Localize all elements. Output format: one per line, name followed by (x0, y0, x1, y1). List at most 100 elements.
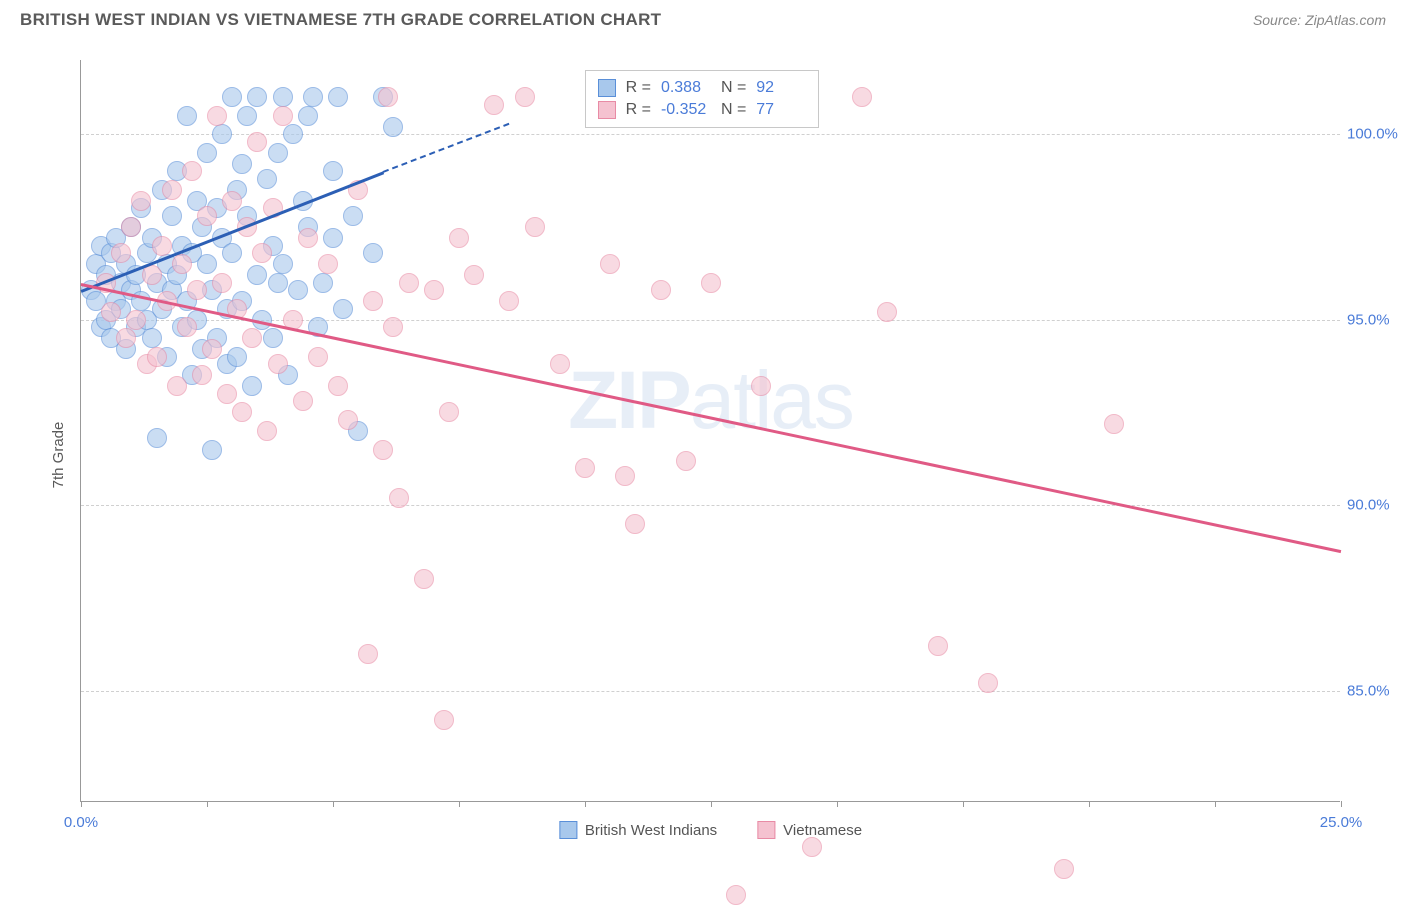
scatter-point (162, 206, 182, 226)
scatter-point (247, 87, 267, 107)
scatter-point (525, 217, 545, 237)
scatter-point (313, 273, 333, 293)
n-label: N = (721, 79, 746, 97)
scatter-point (197, 254, 217, 274)
scatter-point (449, 228, 469, 248)
scatter-point (464, 265, 484, 285)
scatter-point (273, 254, 293, 274)
scatter-point (197, 143, 217, 163)
r-value: -0.352 (661, 101, 711, 119)
scatter-point (298, 228, 318, 248)
plot-area: ZIPatlas 85.0%90.0%95.0%100.0%0.0%25.0%R… (80, 60, 1340, 802)
scatter-point (197, 206, 217, 226)
legend-swatch (559, 821, 577, 839)
scatter-point (126, 310, 146, 330)
x-tick (837, 801, 838, 807)
scatter-point (252, 243, 272, 263)
y-tick-label: 100.0% (1347, 126, 1402, 143)
scatter-point (1054, 859, 1074, 879)
scatter-point (187, 280, 207, 300)
scatter-point (550, 354, 570, 374)
x-tick (1089, 801, 1090, 807)
scatter-point (338, 410, 358, 430)
scatter-point (242, 376, 262, 396)
x-tick (81, 801, 82, 807)
r-label: R = (626, 79, 651, 97)
y-axis-label: 7th Grade (50, 422, 67, 489)
n-value: 92 (756, 79, 806, 97)
bottom-legend: British West Indians Vietnamese (559, 821, 862, 839)
scatter-point (177, 106, 197, 126)
scatter-point (192, 365, 212, 385)
scatter-point (424, 280, 444, 300)
scatter-point (378, 87, 398, 107)
x-tick (207, 801, 208, 807)
scatter-point (142, 328, 162, 348)
scatter-point (232, 402, 252, 422)
scatter-point (303, 87, 323, 107)
stats-row: R =-0.352N =77 (598, 99, 807, 121)
scatter-point (852, 87, 872, 107)
scatter-point (121, 217, 141, 237)
scatter-point (237, 106, 257, 126)
regression-line (81, 283, 1342, 553)
scatter-point (283, 124, 303, 144)
scatter-point (167, 376, 187, 396)
scatter-point (928, 636, 948, 656)
scatter-point (343, 206, 363, 226)
y-tick-label: 90.0% (1347, 497, 1402, 514)
scatter-point (202, 339, 222, 359)
scatter-point (257, 421, 277, 441)
scatter-point (273, 87, 293, 107)
x-tick (1341, 801, 1342, 807)
scatter-point (615, 466, 635, 486)
scatter-point (131, 191, 151, 211)
scatter-point (242, 328, 262, 348)
scatter-point (333, 299, 353, 319)
y-tick-label: 95.0% (1347, 311, 1402, 328)
scatter-point (268, 143, 288, 163)
x-tick (333, 801, 334, 807)
scatter-point (383, 117, 403, 137)
scatter-point (257, 169, 277, 189)
scatter-point (268, 273, 288, 293)
scatter-point (877, 302, 897, 322)
scatter-point (328, 87, 348, 107)
scatter-point (222, 243, 242, 263)
scatter-point (263, 328, 283, 348)
scatter-point (293, 391, 313, 411)
scatter-point (651, 280, 671, 300)
x-tick (459, 801, 460, 807)
stats-row: R =0.388N =92 (598, 77, 807, 99)
x-tick-label: 25.0% (1320, 814, 1363, 831)
x-tick (585, 801, 586, 807)
scatter-point (111, 243, 131, 263)
stats-box: R =0.388N =92R =-0.352N =77 (585, 70, 820, 128)
legend-item: Vietnamese (757, 821, 862, 839)
scatter-point (152, 236, 172, 256)
scatter-point (389, 488, 409, 508)
source-label: Source: ZipAtlas.com (1253, 12, 1386, 28)
scatter-point (273, 106, 293, 126)
legend-label: British West Indians (585, 822, 717, 839)
scatter-point (182, 161, 202, 181)
scatter-point (177, 317, 197, 337)
scatter-point (222, 87, 242, 107)
scatter-point (162, 180, 182, 200)
scatter-point (978, 673, 998, 693)
legend-label: Vietnamese (783, 822, 862, 839)
scatter-point (202, 440, 222, 460)
scatter-point (212, 273, 232, 293)
legend-swatch (757, 821, 775, 839)
scatter-point (373, 440, 393, 460)
scatter-point (484, 95, 504, 115)
scatter-point (323, 161, 343, 181)
scatter-point (701, 273, 721, 293)
scatter-point (383, 317, 403, 337)
scatter-point (499, 291, 519, 311)
chart-title: BRITISH WEST INDIAN VS VIETNAMESE 7TH GR… (20, 10, 661, 30)
x-tick (963, 801, 964, 807)
scatter-point (414, 569, 434, 589)
chart-container: 7th Grade ZIPatlas 85.0%90.0%95.0%100.0%… (50, 50, 1390, 860)
scatter-point (323, 228, 343, 248)
